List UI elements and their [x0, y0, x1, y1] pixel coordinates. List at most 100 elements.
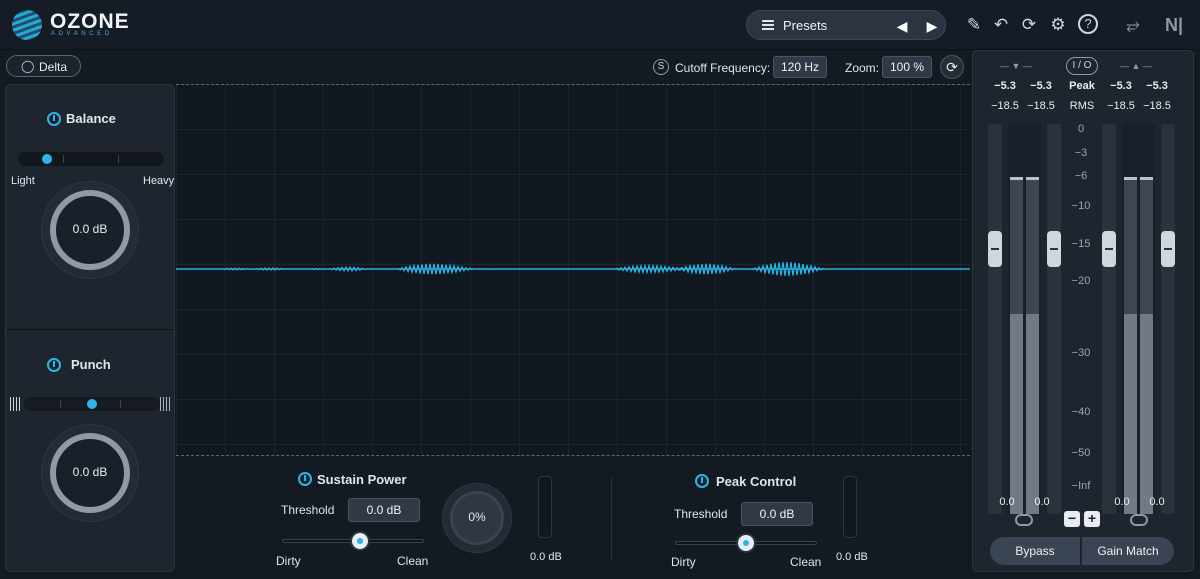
- output-collapse-icon[interactable]: — ▲ —: [1120, 61, 1152, 71]
- next-preset-icon[interactable]: ▶: [926, 18, 938, 34]
- history-icon[interactable]: ⟳: [1021, 15, 1037, 34]
- solo-icon[interactable]: S: [653, 59, 669, 75]
- list-icon: [762, 20, 774, 30]
- sustain-slider-handle[interactable]: [352, 533, 369, 549]
- punch-slider-handle[interactable]: [87, 399, 97, 409]
- output-fader-right-handle[interactable]: [1161, 231, 1175, 267]
- delta-label: Delta: [39, 60, 68, 74]
- balance-knob[interactable]: 0.0 dB: [42, 182, 138, 278]
- peak-meter-value: 0.0 dB: [836, 551, 868, 563]
- input-fader-right-track[interactable]: [1047, 124, 1061, 514]
- output-gain-left[interactable]: 0.0: [1114, 496, 1130, 508]
- delta-button[interactable]: ◯ Delta: [6, 55, 81, 77]
- scale-tick: −50: [1071, 447, 1091, 459]
- routing-icon[interactable]: ⥂: [1126, 15, 1140, 34]
- peak-threshold-label: Threshold: [674, 507, 728, 521]
- sustain-title: Sustain Power: [317, 472, 407, 487]
- sparse-transient-icon: [160, 397, 172, 411]
- pencil-icon[interactable]: ✎: [966, 15, 982, 34]
- input-rms-left: −18.5: [991, 100, 1019, 112]
- scale-tick: −20: [1071, 275, 1091, 287]
- output-meter: [1122, 124, 1155, 514]
- input-fader-left-handle[interactable]: [988, 231, 1002, 267]
- waveform-display[interactable]: [176, 84, 970, 456]
- input-collapse-icon[interactable]: — ▼ —: [1000, 61, 1032, 71]
- scale-tick: −Inf: [1071, 480, 1091, 492]
- output-rms-left: −18.5: [1107, 100, 1135, 112]
- zoom-label: Zoom:: [845, 61, 880, 75]
- gain-match-button[interactable]: Gain Match: [1082, 537, 1174, 565]
- peak-power-icon[interactable]: [695, 474, 709, 488]
- output-peak-left: −5.3: [1110, 80, 1132, 92]
- ear-icon: ◯: [21, 59, 35, 73]
- input-link-icon[interactable]: [1015, 514, 1033, 526]
- gain-minus-button[interactable]: −: [1064, 511, 1080, 527]
- help-icon[interactable]: ?: [1078, 14, 1098, 34]
- sustain-threshold-label: Threshold: [281, 503, 335, 517]
- input-gain-left[interactable]: 0.0: [999, 496, 1015, 508]
- balance-knob-value: 0.0 dB: [72, 222, 108, 236]
- cutoff-label: Cutoff Frequency:: [675, 61, 771, 75]
- scale-tick: −40: [1071, 406, 1091, 418]
- dense-transient-icon: [10, 397, 22, 411]
- bottom-threshold-line: [176, 455, 970, 456]
- output-gain-right[interactable]: 0.0: [1149, 496, 1165, 508]
- peak-label: Peak: [1069, 80, 1095, 92]
- output-link-icon[interactable]: [1130, 514, 1148, 526]
- scale-tick: −15: [1071, 238, 1091, 250]
- scale-tick: −3: [1074, 147, 1088, 159]
- io-toggle-button[interactable]: I / O: [1066, 57, 1098, 75]
- cutoff-value-field[interactable]: 120 Hz: [773, 56, 827, 78]
- sustain-clean-label: Clean: [397, 554, 429, 568]
- balance-heavy-label: Heavy: [143, 175, 175, 187]
- punch-knob[interactable]: 0.0 dB: [42, 425, 138, 521]
- peak-slider-handle[interactable]: [738, 535, 754, 551]
- input-peak-left: −5.3: [994, 80, 1016, 92]
- peak-clean-label: Clean: [790, 555, 822, 569]
- waveform: [176, 262, 970, 276]
- app-edition: ADVANCED: [51, 31, 113, 37]
- header-bar: [0, 0, 1200, 50]
- sustain-power-icon[interactable]: [298, 472, 312, 486]
- punch-title: Punch: [71, 357, 111, 372]
- undo-icon[interactable]: ↶: [993, 15, 1009, 34]
- balance-slider-handle[interactable]: [42, 154, 53, 164]
- gain-plus-button[interactable]: +: [1084, 511, 1100, 527]
- sustain-meter: [538, 476, 552, 538]
- sustain-amount-knob[interactable]: 0%: [443, 484, 511, 552]
- prev-preset-icon[interactable]: ◀: [896, 18, 908, 34]
- rms-label: RMS: [1069, 100, 1095, 112]
- presets-bar[interactable]: Presets ◀ ▶: [746, 10, 946, 40]
- input-fader-right-handle[interactable]: [1047, 231, 1061, 267]
- section-divider: [611, 478, 612, 560]
- zoom-value-field[interactable]: 100 %: [882, 56, 932, 78]
- bypass-button[interactable]: Bypass: [990, 537, 1080, 565]
- output-fader-left-handle[interactable]: [1102, 231, 1116, 267]
- input-fader-left-track[interactable]: [988, 124, 1002, 514]
- sustain-dirty-label: Dirty: [276, 554, 301, 568]
- reset-icon[interactable]: ⟳: [940, 55, 964, 79]
- balance-light-label: Light: [11, 175, 35, 187]
- peak-threshold-field[interactable]: 0.0 dB: [741, 502, 813, 526]
- output-fader-right-track[interactable]: [1161, 124, 1175, 514]
- input-rms-right: −18.5: [1027, 100, 1055, 112]
- sustain-threshold-field[interactable]: 0.0 dB: [348, 498, 420, 522]
- balance-slider[interactable]: [18, 152, 164, 166]
- scale-tick: −30: [1071, 347, 1091, 359]
- sustain-meter-value: 0.0 dB: [530, 551, 562, 563]
- ni-logo-icon[interactable]: N|: [1164, 15, 1184, 35]
- input-meter: [1008, 124, 1041, 514]
- punch-power-icon[interactable]: [47, 358, 61, 372]
- presets-label: Presets: [783, 18, 828, 33]
- output-rms-right: −18.5: [1143, 100, 1171, 112]
- panel-divider: [6, 329, 174, 330]
- input-gain-right[interactable]: 0.0: [1034, 496, 1050, 508]
- input-peak-right: −5.3: [1030, 80, 1052, 92]
- gear-icon[interactable]: ⚙: [1050, 15, 1066, 34]
- peak-meter: [843, 476, 857, 538]
- balance-power-icon[interactable]: [47, 112, 61, 126]
- peak-dirty-label: Dirty: [671, 555, 696, 569]
- output-fader-left-track[interactable]: [1102, 124, 1116, 514]
- scale-tick: 0: [1077, 123, 1085, 135]
- punch-knob-value: 0.0 dB: [72, 465, 108, 479]
